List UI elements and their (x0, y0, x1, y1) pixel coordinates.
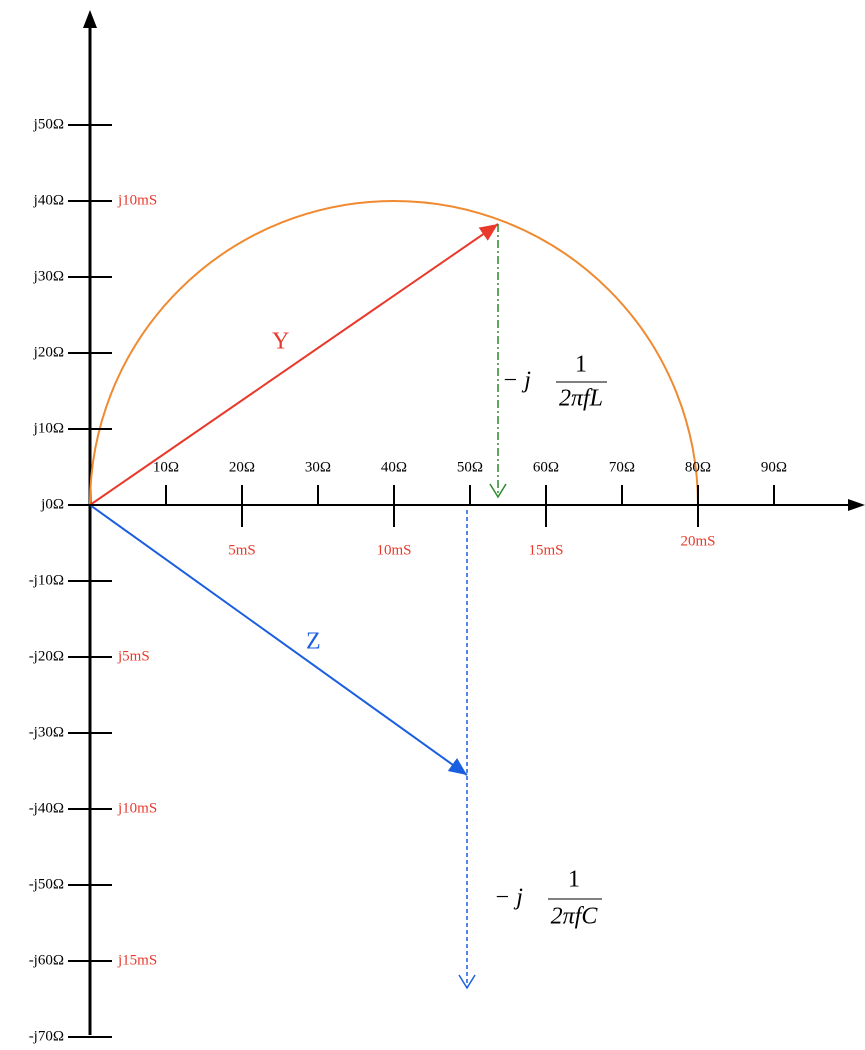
resistance-tick-label: 40Ω (381, 459, 407, 475)
axis-arrow (83, 10, 97, 28)
resistance-tick-label: 20Ω (229, 459, 255, 475)
susceptance-tick-label: j15mS (117, 952, 157, 968)
formula-denominator: 2πfC (551, 904, 599, 930)
formula-denominator: 2πfL (559, 386, 603, 412)
impedance-tick-label: j0Ω (40, 496, 64, 512)
resistance-tick-label: 80Ω (685, 459, 711, 475)
conductance-tick-label: 5mS (228, 542, 256, 558)
susceptance-tick-label: j10mS (117, 192, 157, 208)
susceptance-tick-label: j5mS (117, 648, 150, 664)
impedance-tick-label: j10Ω (33, 420, 64, 436)
impedance-tick-label: -j70Ω (29, 1028, 64, 1044)
resistance-tick-label: 10Ω (153, 459, 179, 475)
admittance-circle (89, 200, 699, 506)
formula-prefix: − j (494, 885, 523, 911)
formula-numerator: 1 (568, 867, 580, 893)
arrow-head (458, 974, 476, 990)
impedance-tick-label: j30Ω (33, 268, 64, 284)
impedance-tick-label: -j60Ω (29, 952, 64, 968)
formula-numerator: 1 (575, 352, 587, 378)
admittance-label: Y (272, 329, 289, 355)
impedance-tick-label: j20Ω (33, 344, 64, 360)
resistance-tick-label: 50Ω (457, 459, 483, 475)
axis-arrow (848, 499, 865, 511)
impedance-tick-label: -j20Ω (29, 648, 64, 664)
arrow-head (489, 483, 507, 499)
susceptance-tick-label: j10mS (117, 800, 157, 816)
resistance-tick-label: 60Ω (533, 459, 559, 475)
conductance-tick-label: 10mS (376, 542, 411, 558)
impedance-tick-label: j50Ω (33, 116, 64, 132)
impedance-tick-label: -j10Ω (29, 572, 64, 588)
formula-prefix: − j (502, 368, 531, 394)
impedance-vector (89, 504, 468, 776)
impedance-tick-label: -j50Ω (29, 876, 64, 892)
conductance-tick-label: 20mS (680, 533, 715, 549)
conductance-tick-label: 15mS (528, 542, 563, 558)
resistance-tick-label: 30Ω (305, 459, 331, 475)
impedance-tick-label: j40Ω (33, 192, 64, 208)
resistance-tick-label: 90Ω (761, 459, 787, 475)
impedance-label: Z (306, 629, 321, 655)
impedance-tick-label: -j30Ω (29, 724, 64, 740)
admittance-vector (89, 223, 499, 506)
resistance-tick-label: 70Ω (609, 459, 635, 475)
impedance-tick-label: -j40Ω (29, 800, 64, 816)
